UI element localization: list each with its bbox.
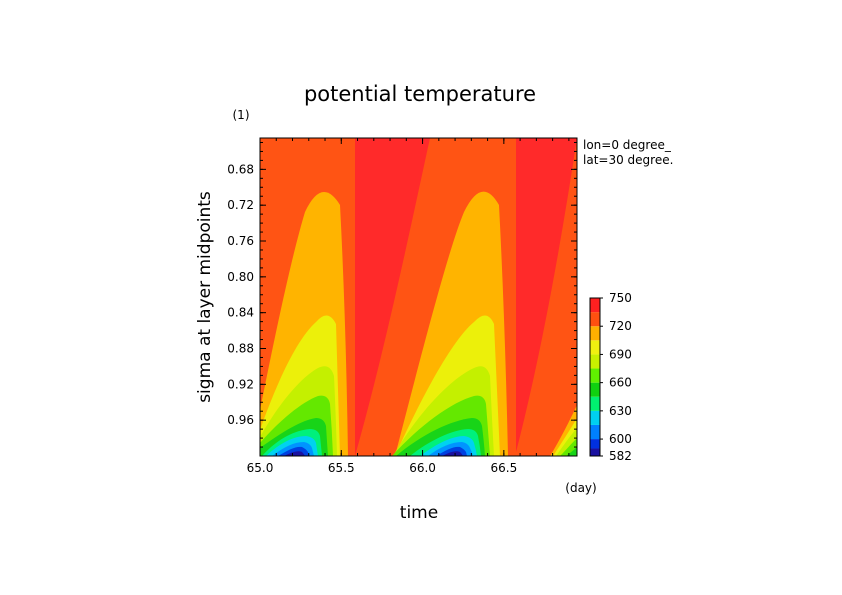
- colorbar-band: [590, 424, 600, 440]
- x-axis-label: time: [400, 503, 438, 523]
- y-tick-label: 0.68: [227, 162, 254, 176]
- y-tick-label: 0.84: [227, 306, 254, 320]
- colorbar-label: 582: [609, 449, 632, 463]
- annotation-lon: lon=0 degree_: [583, 138, 672, 152]
- band-582-cycle-1: [284, 451, 305, 456]
- colorbar-band: [590, 368, 600, 383]
- colorbar-band: [590, 382, 600, 397]
- colorbar-label: 690: [609, 347, 632, 361]
- x-tick-label: 65.0: [247, 461, 274, 475]
- y-axis-label: sigma at layer midpoints: [195, 191, 215, 403]
- colorbar: 750 720 690 660 630 600 582: [589, 291, 632, 463]
- colorbar-band: [590, 396, 600, 411]
- colorbar-band: [590, 410, 600, 425]
- x-axis: 65.0 65.5 66.0 66.5: [247, 138, 570, 475]
- band-720-cycle-3: [515, 138, 577, 456]
- band-645-cycle-3: [566, 447, 577, 456]
- y-tick-label: 0.92: [227, 377, 254, 391]
- y-tick-label: 0.76: [227, 234, 254, 248]
- colorbar-label: 630: [609, 404, 632, 418]
- colorbar-band: [590, 312, 600, 327]
- colorbar-band: [590, 354, 600, 369]
- y-tick-label: 0.96: [227, 413, 254, 427]
- contour-field: [260, 138, 577, 456]
- x-tick-label: 65.5: [328, 461, 355, 475]
- x-tick-label: 66.5: [490, 461, 517, 475]
- cycle-three-start: [515, 138, 577, 456]
- colorbar-frame: [589, 297, 601, 457]
- annotation-lat: lat=30 degree.: [583, 153, 673, 167]
- y-axis: 0.68 0.72 0.76 0.80 0.84 0.88 0.92 0.96: [227, 141, 577, 457]
- colorbar-band: [590, 340, 600, 355]
- x-unit-label: (day): [565, 481, 596, 495]
- cycle-one: [260, 138, 355, 456]
- band-582-cycle-2: [442, 451, 463, 456]
- y-tick-label: 0.80: [227, 270, 254, 284]
- colorbar-label: 660: [609, 376, 632, 390]
- colorbar-band: [590, 439, 600, 449]
- y-unit-label: (1): [233, 108, 250, 122]
- y-tick-label: 0.72: [227, 198, 254, 212]
- plot-frame: [259, 137, 578, 457]
- y-tick-label: 0.88: [227, 342, 254, 356]
- cycle-two: [355, 138, 516, 456]
- colorbar-label: 750: [609, 291, 632, 305]
- colorbar-band: [590, 448, 600, 456]
- x-tick-label: 66.0: [409, 461, 436, 475]
- colorbar-band: [590, 326, 600, 341]
- colorbar-label: 720: [609, 319, 632, 333]
- chart-title: potential temperature: [304, 82, 536, 106]
- colorbar-label: 600: [609, 432, 632, 446]
- colorbar-band: [590, 298, 600, 313]
